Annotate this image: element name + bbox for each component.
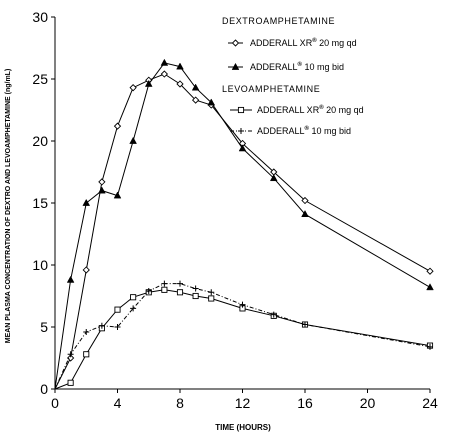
data-point — [176, 289, 184, 296]
data-point — [82, 266, 90, 274]
y-tick-label: 25 — [32, 71, 48, 87]
data-point — [191, 96, 200, 104]
data-point — [66, 275, 75, 283]
series-2 — [54, 58, 434, 390]
legend-entry-label: ADDERALL XR® 20 mg qd — [250, 37, 357, 48]
data-point — [301, 210, 309, 218]
data-point — [144, 79, 153, 87]
data-point — [98, 186, 106, 194]
data-point — [160, 58, 169, 66]
data-point — [231, 62, 240, 70]
data-point — [208, 289, 215, 296]
x-tick-label: 16 — [297, 395, 313, 411]
series-3 — [54, 286, 434, 390]
x-tick-label: 20 — [360, 395, 376, 411]
data-point — [145, 288, 152, 295]
data-point — [176, 62, 184, 70]
data-point — [66, 354, 75, 362]
data-point — [192, 292, 199, 300]
data-point — [130, 294, 137, 301]
data-point — [238, 128, 244, 134]
x-tick-label: 24 — [422, 395, 438, 411]
data-point — [176, 80, 184, 88]
legend-group-title: LEVOAMPHETAMINE — [222, 84, 320, 94]
y-tick-label: 5 — [40, 319, 48, 335]
series-line — [54, 73, 431, 390]
data-point — [67, 379, 74, 386]
y-tick-label: 10 — [32, 257, 48, 273]
x-axis-title: TIME (HOURS) — [215, 423, 271, 432]
plot-series — [54, 58, 434, 390]
data-point — [208, 295, 215, 302]
data-point — [83, 351, 90, 358]
series-line — [54, 283, 431, 390]
y-tick-label: 15 — [32, 195, 48, 211]
legend: DEXTROAMPHETAMINE ADDERALL XR® 20 mg qd AD… — [222, 16, 364, 136]
series-4 — [54, 280, 433, 390]
axes: 0 5 10 15 20 25 30 0 4 8 12 16 20 24 — [32, 9, 438, 411]
data-point — [114, 324, 121, 330]
data-point — [192, 285, 199, 292]
data-point — [237, 106, 245, 114]
x-tick-label: 8 — [176, 395, 184, 411]
data-point — [238, 144, 247, 152]
data-point — [129, 136, 137, 144]
data-point — [113, 191, 122, 199]
y-axis-title: MEAN PLASMA CONCENTRATION OF DEXTRO AND … — [5, 69, 12, 344]
data-point — [239, 301, 246, 308]
x-tick-label: 4 — [114, 395, 122, 411]
data-point — [426, 267, 434, 275]
data-point — [231, 39, 240, 47]
legend-entry-label: ADDERALL® 10 mg bid — [250, 61, 344, 72]
data-point — [177, 280, 183, 287]
data-point — [67, 351, 74, 358]
data-point — [98, 178, 106, 186]
data-point — [113, 122, 122, 130]
data-point — [301, 196, 309, 205]
data-point — [98, 322, 105, 329]
data-point — [129, 84, 137, 92]
data-point — [114, 306, 121, 313]
x-tick-label: 0 — [51, 395, 59, 411]
data-point — [207, 98, 216, 106]
data-point — [83, 328, 90, 335]
legend-group-title: DEXTROAMPHETAMINE — [222, 16, 335, 26]
data-point — [82, 198, 91, 206]
x-tick-label: 12 — [235, 395, 251, 411]
data-point — [161, 280, 168, 287]
data-point — [130, 305, 137, 312]
series-1 — [54, 70, 434, 390]
data-point — [191, 83, 200, 91]
data-point — [270, 311, 277, 318]
y-tick-label: 20 — [32, 133, 48, 149]
legend-entry-label: ADDERALL® 10 mg bid — [257, 125, 351, 136]
data-point — [161, 286, 168, 293]
data-point — [427, 343, 433, 350]
data-point — [302, 321, 308, 328]
y-tick-label: 30 — [32, 9, 48, 25]
y-tick-label: 0 — [40, 381, 48, 397]
data-point — [269, 174, 278, 182]
data-point — [160, 70, 169, 78]
data-point — [426, 283, 434, 291]
legend-entry-label: ADDERALL XR® 20 mg qd — [257, 104, 364, 115]
